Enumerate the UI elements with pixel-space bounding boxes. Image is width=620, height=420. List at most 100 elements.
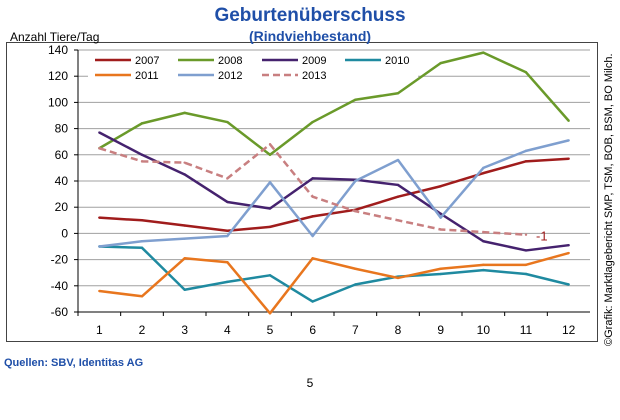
y-axis-label: Anzahl Tiere/Tag xyxy=(10,30,100,44)
data-point-2010 xyxy=(183,288,186,291)
x-tick-label: 6 xyxy=(309,323,316,337)
data-point-2010 xyxy=(268,274,272,277)
data-point-2010 xyxy=(311,300,314,303)
data-point-2009 xyxy=(226,200,229,204)
data-point-2012 xyxy=(183,237,186,240)
data-point-2008 xyxy=(396,92,400,95)
data-point-2009 xyxy=(183,173,186,176)
data-point-2009 xyxy=(439,212,442,215)
data-point-2011 xyxy=(226,261,229,264)
y-tick-label: 80 xyxy=(55,122,69,136)
legend-label-2008: 2008 xyxy=(218,55,242,67)
x-tick-label: 7 xyxy=(352,323,359,337)
data-point-2013 xyxy=(354,209,357,213)
data-point-2010 xyxy=(524,272,528,276)
credit-text: ©Grafik: Marktlagebericht SMP, TSM, BOB,… xyxy=(603,53,615,346)
data-point-2007 xyxy=(524,160,528,163)
data-point-2008 xyxy=(354,98,357,101)
data-point-2012 xyxy=(439,216,442,219)
data-point-2007 xyxy=(268,225,272,229)
data-point-2013 xyxy=(268,143,272,146)
series-line-2011 xyxy=(99,251,569,315)
series-line-2012 xyxy=(99,139,569,248)
y-tick-label: 140 xyxy=(48,43,68,57)
chart-subtitle: (Rindviehbestand) xyxy=(248,28,372,44)
series-line-2009 xyxy=(98,131,569,252)
data-point-2008 xyxy=(439,61,442,65)
y-tick-label: 20 xyxy=(55,200,69,214)
x-tick-label: 8 xyxy=(395,323,402,337)
data-point-2013 xyxy=(396,219,400,222)
data-point-2013 xyxy=(524,233,528,236)
data-point-2012 xyxy=(524,149,528,153)
data-point-2011 xyxy=(396,276,400,280)
data-point-2007 xyxy=(396,195,400,198)
data-point-2012 xyxy=(98,245,101,248)
y-tick-label: 100 xyxy=(48,95,68,109)
data-point-2013 xyxy=(226,177,229,180)
data-point-2013 xyxy=(140,160,144,163)
data-point-2013 xyxy=(311,195,314,198)
data-point-2010 xyxy=(226,280,229,284)
data-point-2013 xyxy=(183,161,186,164)
data-point-2013 xyxy=(439,228,442,231)
data-point-2011 xyxy=(268,312,272,315)
chart-frame xyxy=(6,42,598,342)
data-point-2007 xyxy=(98,216,101,219)
y-tick-label: 60 xyxy=(55,148,69,162)
data-point-2009 xyxy=(268,207,272,210)
data-point-2011 xyxy=(439,267,442,270)
x-tick-label: 4 xyxy=(224,323,231,337)
series-line-2010 xyxy=(99,245,569,303)
data-point-2008 xyxy=(311,120,314,124)
data-point-2007 xyxy=(311,215,314,218)
data-point-2013 xyxy=(98,147,101,150)
legend-label-2012: 2012 xyxy=(218,70,242,82)
y-tick-label: 0 xyxy=(61,226,68,240)
data-point-2007 xyxy=(183,224,186,227)
data-label: -1 xyxy=(536,229,548,244)
data-point-2008 xyxy=(226,120,229,124)
data-point-2008 xyxy=(524,71,528,74)
y-tick-label: 40 xyxy=(55,174,69,188)
data-point-2010 xyxy=(140,246,144,250)
y-tick-label: 120 xyxy=(48,69,68,83)
legend-label-2011: 2011 xyxy=(135,70,159,82)
x-tick-label: 2 xyxy=(139,323,146,337)
data-point-2007 xyxy=(226,229,229,232)
page-number: 5 xyxy=(306,376,314,390)
data-point-2008 xyxy=(183,111,186,115)
data-point-2011 xyxy=(524,263,528,267)
data-point-2010 xyxy=(482,268,485,272)
legend-box xyxy=(88,52,418,82)
data-point-2009 xyxy=(140,153,144,156)
x-tick-label: 10 xyxy=(477,323,491,337)
x-tick-label: 3 xyxy=(181,323,188,337)
x-tick-label: 11 xyxy=(520,323,533,337)
legend-label-2007: 2007 xyxy=(135,55,159,67)
data-point-2009 xyxy=(482,240,485,243)
data-point-2007 xyxy=(439,185,442,188)
data-point-2011 xyxy=(567,251,570,255)
data-point-2009 xyxy=(396,183,400,187)
data-point-2010 xyxy=(567,283,570,286)
data-point-2010 xyxy=(439,272,442,276)
data-point-2007 xyxy=(482,171,485,175)
x-tick-label: 12 xyxy=(562,323,576,337)
x-tick-label: 1 xyxy=(96,323,103,337)
data-point-2013 xyxy=(482,230,485,234)
data-point-2011 xyxy=(98,289,101,293)
y-tick-label: -40 xyxy=(51,279,69,293)
y-tick-label: -20 xyxy=(51,253,69,267)
data-point-2012 xyxy=(354,179,357,183)
data-point-2011 xyxy=(311,257,314,260)
y-tick-label: -60 xyxy=(51,305,69,319)
data-point-2011 xyxy=(140,295,144,298)
data-point-2012 xyxy=(226,234,229,238)
data-point-2012 xyxy=(311,234,314,238)
x-tick-label: 9 xyxy=(437,323,444,337)
data-point-2012 xyxy=(396,158,400,162)
legend-label-2013: 2013 xyxy=(302,70,326,82)
data-point-2008 xyxy=(482,51,485,54)
